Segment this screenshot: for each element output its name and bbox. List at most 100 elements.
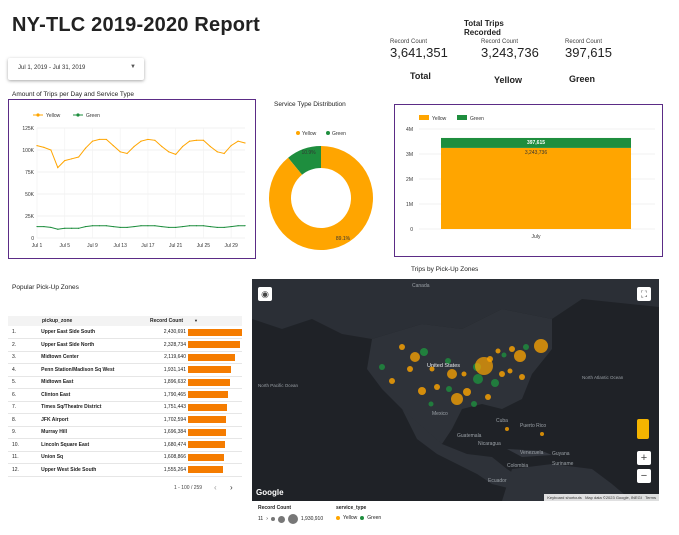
table-row[interactable]: 9. Murray Hill 1,696,384 (8, 426, 242, 439)
data-point-yellow (133, 145, 135, 148)
map-bubble (434, 384, 440, 390)
data-point-yellow (209, 145, 211, 148)
street-view-pegman-icon[interactable] (637, 419, 649, 439)
map-label: Puerto Rico (520, 423, 546, 429)
table-row[interactable]: 6. Clinton East 1,790,465 (8, 388, 242, 402)
table-row[interactable]: 5. Midtown East 1,896,632 (8, 376, 242, 389)
data-point-green (216, 226, 218, 229)
data-point-green (71, 227, 73, 229)
table-row[interactable]: 8. JFK Airport 1,702,594 (8, 413, 242, 427)
data-point-green (50, 226, 52, 229)
map-label: Colombia (507, 463, 528, 469)
bar-chart: Yellow Green 0 1M 2M 3M 4M 3,243,736 397,615 J… (406, 115, 655, 240)
x-tick-label: Jul 17 (141, 243, 155, 249)
data-point-green (182, 225, 184, 228)
landmass-cuba (507, 449, 552, 457)
count-bar (188, 441, 226, 449)
map-label: Suriname (552, 461, 574, 467)
row-number: 5. (8, 376, 42, 389)
kpi-title: Total Trips Recorded (464, 19, 504, 37)
landmass-mexico (402, 409, 522, 489)
next-page-icon[interactable]: › (230, 482, 233, 492)
table-row[interactable]: 2. Upper East Side North 2,328,734 (8, 338, 242, 352)
map-mode-icon[interactable]: ◉ (258, 287, 272, 301)
pagination-range: 1 - 100 / 259 (174, 484, 203, 491)
map-label: Nicaragua (478, 441, 501, 447)
legend-dot-green (76, 113, 80, 117)
slice-label: 89.1% (336, 236, 351, 242)
y-tick-label: 0 (410, 227, 413, 233)
map-bubble (379, 364, 385, 370)
legend-dot-yellow (36, 113, 40, 117)
map-bubble (429, 366, 435, 372)
data-point-yellow (57, 167, 59, 169)
data-point-green (209, 225, 211, 228)
count-bar (188, 416, 226, 424)
data-point-yellow (78, 156, 80, 158)
line-chart-title: Amount of Trips per Day and Service Type (12, 91, 134, 98)
count-bar (188, 366, 231, 374)
count-bar-cell (188, 438, 242, 452)
legend-arrow: › (266, 516, 268, 522)
map-label: Guatemala (457, 433, 482, 439)
count-bar (188, 428, 226, 436)
zones-table: pickup_zone Record Count ▼ 1. Upper East … (8, 316, 242, 497)
data-point-green (126, 226, 128, 229)
sort-desc-icon[interactable]: ▼ (194, 318, 198, 323)
table-row[interactable]: 3. Midtown Center 2,119,640 (8, 351, 242, 364)
row-number: 1. (8, 326, 42, 339)
table-row[interactable]: 4. Penn Station/Madison Sq West 1,931,141 (8, 363, 242, 377)
map-bubbles (379, 339, 548, 436)
data-point-green (105, 225, 107, 227)
map-bubble (389, 378, 395, 384)
map-bubble (501, 352, 507, 358)
row-number: 4. (8, 363, 42, 377)
legend-size-min: 11 (258, 516, 264, 522)
fullscreen-icon[interactable]: ⛶ (637, 287, 651, 301)
count-bar-cell (188, 351, 242, 364)
count-bar-cell (188, 326, 242, 339)
donut-slice-green (288, 146, 321, 175)
prev-page-icon[interactable]: ‹ (214, 482, 217, 492)
terms-link[interactable]: Terms (645, 495, 656, 500)
legend-dot-green (326, 131, 330, 135)
zone-name: Clinton East (41, 388, 151, 402)
legend-size-title: Record Count (258, 505, 292, 511)
map-bubble (471, 401, 477, 407)
legend-type-yellow: Yellow (343, 515, 358, 521)
count-bar-cell (188, 401, 242, 414)
caret-down-icon: ▼ (130, 64, 136, 70)
table-row[interactable]: 11. Union Sq 1,608,866 (8, 451, 242, 464)
col-header-count[interactable]: Record Count (150, 318, 184, 324)
map-bubble (445, 358, 451, 364)
keyboard-shortcuts-link[interactable]: Keyboard shortcuts (547, 495, 582, 500)
data-point-yellow (161, 145, 163, 148)
data-point-green (98, 225, 100, 227)
date-range-picker[interactable]: Jul 1, 2019 - Jul 31, 2019 ▼ (8, 58, 144, 80)
legend-types: Yellow Green (336, 515, 381, 521)
table-row[interactable]: 7. Times Sq/Theatre District 1,751,443 (8, 401, 242, 414)
col-header-zone[interactable]: pickup_zone (42, 318, 73, 324)
map-label: Guyana (552, 451, 570, 457)
zone-count: 2,328,734 (150, 338, 188, 352)
count-bar (188, 466, 223, 474)
data-point-green (43, 225, 45, 228)
map-bubble (447, 369, 457, 379)
zoom-in-icon[interactable]: + (637, 451, 651, 465)
data-point-yellow (182, 145, 184, 148)
count-bar-cell (188, 376, 242, 389)
count-bar (188, 353, 236, 361)
y-tick-label: 2M (406, 177, 413, 183)
map-bubble (495, 348, 501, 354)
table-row[interactable]: 12. Upper West Side South 1,555,264 (8, 463, 242, 477)
trips-map[interactable]: Canada United States Mexico Cuba Puerto … (252, 279, 659, 501)
table-row[interactable]: 1. Upper East Side South 2,430,691 (8, 326, 242, 339)
map-data-credit: Map data ©2023 Google, INEGI (585, 495, 642, 500)
zone-count: 1,751,443 (150, 401, 188, 414)
zoom-out-icon[interactable]: − (637, 469, 651, 483)
map-bubble (428, 401, 434, 407)
kpi-label: Record Count (390, 39, 428, 45)
data-point-yellow (230, 145, 232, 147)
count-bar (188, 453, 224, 461)
table-row[interactable]: 10. Lincoln Square East 1,680,474 (8, 438, 242, 452)
